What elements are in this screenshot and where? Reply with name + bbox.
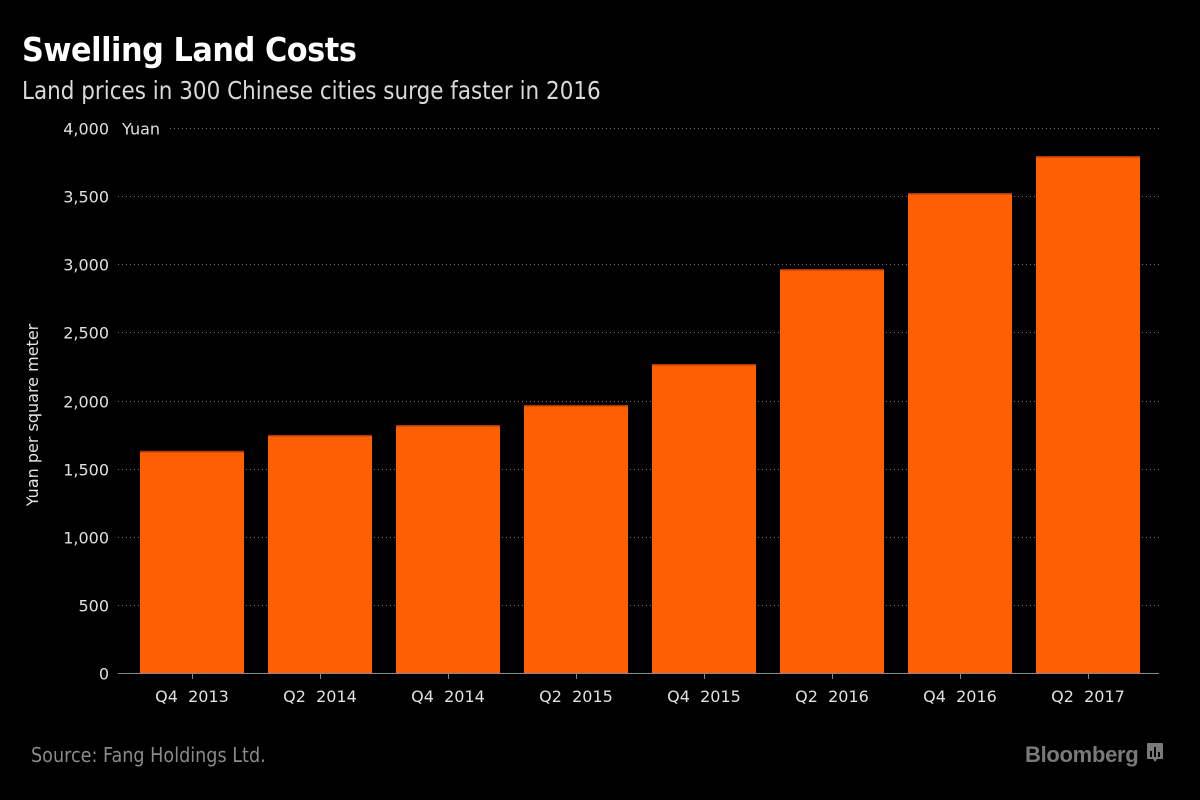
bar [524,404,628,673]
brand-name: Bloomberg [1025,742,1139,767]
chart-subtitle: Land prices in 300 Chinese cities surge … [22,76,601,105]
x-tick-label: Q2 2017 [1051,687,1125,706]
x-axis: Q4 2013 Q2 2014 Q4 2014 Q2 2015 Q4 2015 Q2 20… [118,673,1159,706]
y-tick-label: 3,500 [63,188,109,207]
x-tick-label: Q4 2016 [923,687,997,706]
x-tick-label: Q2 2016 [795,687,869,706]
bar-top-edge [1036,156,1140,158]
bar [1036,156,1140,673]
y-tick-label: 1,000 [63,529,109,548]
bar [140,450,244,673]
y-tick-label: 1,500 [63,461,109,480]
bloomberg-chart-icon [1146,741,1164,769]
x-tick-label: Q4 2013 [155,687,229,706]
bars [140,156,1140,673]
y-tick-label: 2,000 [63,393,109,412]
y-tick-label: 4,000 [63,120,109,139]
y-axis-title: Yuan per square meter [23,323,42,507]
bar-top-edge [524,404,628,407]
bar [268,434,372,673]
bar-top-edge [780,269,884,271]
bar-top-edge [396,425,500,427]
x-tick-label: Q4 2014 [411,687,485,706]
chart-title: Swelling Land Costs [22,30,357,69]
x-tick-label: Q2 2015 [539,687,613,706]
bar [908,192,1012,673]
bar [396,425,500,673]
bar [780,269,884,673]
x-tick-label: Q4 2015 [667,687,741,706]
bar-top-edge [140,450,244,453]
y-tick-label: 500 [78,597,109,616]
y-tick-label: 2,500 [63,324,109,343]
brand-logo: Bloomberg [1025,741,1164,769]
y-tick-label: 3,000 [63,256,109,275]
bar-top-edge [268,434,372,437]
y-axis-labels: 0 500 1,000 1,500 2,000 2,500 3,000 3,500 4,000 Y… [63,120,160,684]
bar-top-edge [908,192,1012,195]
source-note: Source: Fang Holdings Ltd. [31,743,266,767]
x-tick-label: Q2 2014 [283,687,357,706]
y-unit-label: Yuan [121,120,160,139]
bar [652,363,756,673]
gridlines [118,128,1159,606]
bar-top-edge [652,363,756,366]
y-tick-label: 0 [99,665,109,684]
